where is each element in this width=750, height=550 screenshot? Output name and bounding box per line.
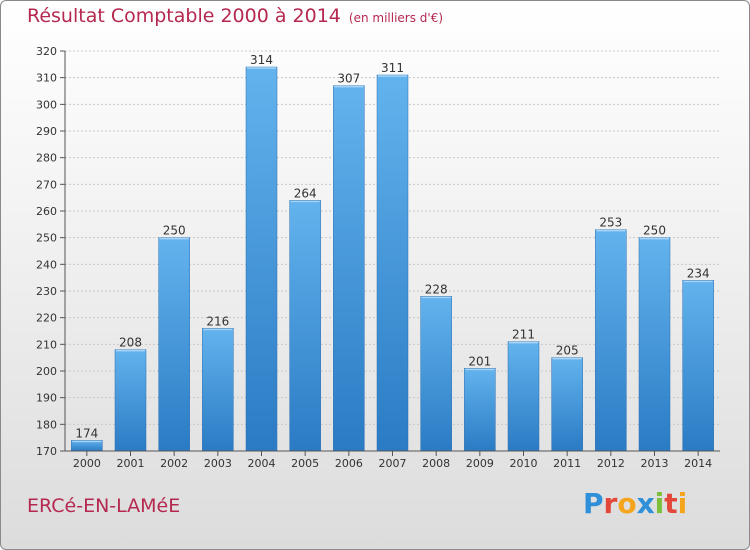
bar-value-label: 311 bbox=[381, 61, 404, 75]
x-tick-label: 2006 bbox=[335, 457, 363, 470]
bar-value-label: 208 bbox=[119, 336, 142, 350]
x-tick-label: 2004 bbox=[248, 457, 276, 470]
bar-value-label: 174 bbox=[75, 426, 98, 440]
bars: 174 208 250 216 314 264 307 311 228 201 211 205 253 2… bbox=[71, 53, 714, 452]
bar-value-label: 264 bbox=[294, 186, 317, 200]
y-tick-label: 260 bbox=[36, 205, 57, 218]
bar-value-label: 234 bbox=[687, 266, 710, 280]
x-tick-label: 2009 bbox=[466, 457, 494, 470]
x-tick-label: 2002 bbox=[160, 457, 188, 470]
bar-2001 bbox=[114, 349, 147, 452]
bar-value-label: 250 bbox=[163, 224, 186, 238]
bar-value-label: 205 bbox=[556, 344, 579, 358]
logo-letter: r bbox=[603, 487, 618, 520]
bar-value-label: 250 bbox=[643, 224, 666, 238]
logo-letter: o bbox=[617, 487, 637, 520]
x-tick-label: 2011 bbox=[553, 457, 581, 470]
bar-value-label: 253 bbox=[599, 216, 622, 230]
bar-2013 bbox=[638, 237, 671, 452]
y-tick-label: 190 bbox=[36, 392, 57, 405]
axes: 170 180 190 200 210 220 230 240 250 260 270 280 290 3… bbox=[36, 45, 720, 470]
bar-value-label: 228 bbox=[425, 282, 448, 296]
y-tick-label: 280 bbox=[36, 152, 57, 165]
title-unit: (en milliers d'€) bbox=[348, 11, 444, 25]
bar-value-label: 307 bbox=[337, 72, 360, 86]
bar-2012 bbox=[595, 229, 627, 452]
x-tick-label: 2012 bbox=[597, 457, 625, 470]
bar-2007 bbox=[376, 74, 409, 452]
y-tick-label: 230 bbox=[36, 285, 57, 298]
x-tick-label: 2010 bbox=[510, 457, 538, 470]
y-tick-label: 250 bbox=[36, 232, 57, 245]
proxiti-logo[interactable]: Proxiti bbox=[583, 487, 687, 520]
y-tick-label: 290 bbox=[36, 125, 57, 138]
logo-letter: i bbox=[654, 487, 665, 520]
y-tick-label: 180 bbox=[36, 418, 57, 431]
y-tick-label: 320 bbox=[36, 45, 57, 58]
chart-title: Résultat Comptable 2000 à 2014 (en millie… bbox=[27, 5, 443, 27]
bar-2009 bbox=[464, 368, 496, 452]
y-tick-label: 240 bbox=[36, 258, 57, 271]
y-tick-label: 300 bbox=[36, 98, 57, 111]
y-tick-label: 270 bbox=[36, 178, 57, 191]
commune-name: ERCé-EN-LAMéE bbox=[27, 495, 181, 517]
title-main: Résultat Comptable 2000 à 2014 bbox=[27, 5, 341, 27]
y-tick-label: 170 bbox=[36, 445, 57, 458]
bar-2011 bbox=[551, 357, 583, 452]
bar-value-label: 216 bbox=[206, 314, 229, 328]
bar-2014 bbox=[682, 280, 714, 452]
bar-2003 bbox=[202, 328, 234, 452]
x-tick-label: 2014 bbox=[684, 457, 712, 470]
logo-letter: i bbox=[677, 487, 688, 520]
x-tick-label: 2008 bbox=[422, 457, 450, 470]
bar-2005 bbox=[289, 200, 321, 452]
x-tick-label: 2000 bbox=[73, 457, 101, 470]
bar-2006 bbox=[333, 85, 365, 452]
bar-value-label: 314 bbox=[250, 53, 273, 67]
bar-2008 bbox=[420, 296, 452, 452]
x-tick-label: 2013 bbox=[641, 457, 669, 470]
y-tick-label: 210 bbox=[36, 338, 57, 351]
x-tick-label: 2003 bbox=[204, 457, 232, 470]
bar-2002 bbox=[158, 237, 190, 452]
bar-value-label: 201 bbox=[468, 354, 491, 368]
logo-letter: x bbox=[636, 487, 655, 520]
x-tick-label: 2001 bbox=[117, 457, 145, 470]
logo-letter: P bbox=[583, 487, 604, 520]
y-tick-label: 310 bbox=[36, 72, 57, 85]
bar-value-label: 211 bbox=[512, 328, 535, 342]
y-tick-label: 220 bbox=[36, 312, 57, 325]
bar-2004 bbox=[245, 66, 278, 452]
bar-2010 bbox=[507, 341, 540, 452]
logo-letter: t bbox=[664, 487, 678, 520]
x-tick-label: 2005 bbox=[291, 457, 319, 470]
x-tick-label: 2007 bbox=[379, 457, 407, 470]
y-tick-label: 200 bbox=[36, 365, 57, 378]
